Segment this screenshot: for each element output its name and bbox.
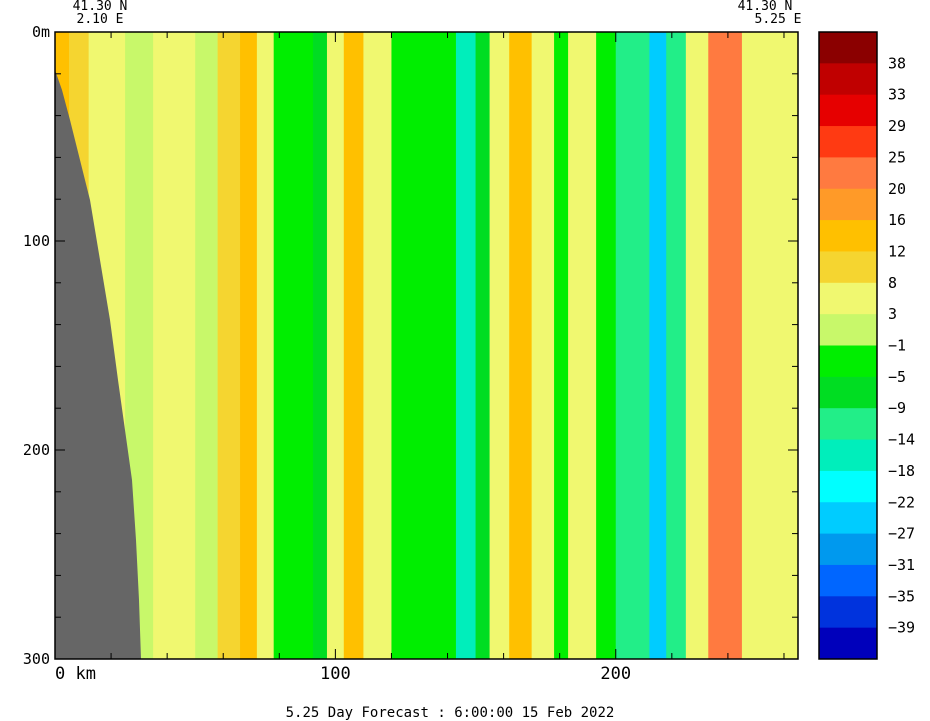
x-tick-label-2: 200 [600,664,631,684]
colorbar-swatch-14 [819,470,877,503]
colorbar-swatch-1 [819,63,877,96]
temperature-band-13 [363,32,392,659]
temperature-band-12 [343,32,364,659]
colorbar-swatch-2 [819,94,877,127]
colorbar-swatch-18 [819,596,877,629]
temperature-band-21 [568,32,597,659]
temperature-band-20 [554,32,569,659]
footer-text: 5.25 Day Forecast : 6:00:00 15 Feb 2022 [286,705,615,721]
temperature-band-18 [509,32,533,659]
colorbar-swatch-4 [819,157,877,190]
colorbar-label-5: 16 [888,211,906,229]
colorbar-swatch-6 [819,220,877,252]
temperature-band-16 [475,32,491,659]
colorbar-swatch-13 [819,439,877,472]
colorbar-label-18: −39 [888,619,915,637]
colorbar-label-13: −18 [888,462,915,480]
temperature-band-6 [217,32,241,659]
temperature-band-23 [615,32,650,659]
temperature-band-27 [708,32,743,659]
plot-area [55,32,798,659]
colorbar-label-2: 29 [888,117,906,135]
colorbar-label-11: −9 [888,399,906,417]
colorbar-swatch-11 [819,376,877,409]
colorbar-swatch-0 [819,32,877,64]
temperature-band-15 [455,32,477,659]
colorbar-frame [818,31,878,660]
colorbar-swatch-15 [819,502,877,535]
plot-frame [54,31,799,660]
colorbar-label-15: −27 [888,525,915,543]
y-tick-label-3: 300 [23,650,50,668]
end-lat: 41.30 N [738,0,793,14]
colorbar-label-7: 8 [888,274,897,292]
x-tick-label-1: 100 [320,664,351,684]
colorbar-swatch-7 [819,251,877,284]
temperature-band-8 [256,32,275,659]
colorbar-label-4: 20 [888,180,906,198]
temperature-band-14 [391,32,457,659]
start-lon: 2.10 E [77,12,124,27]
colorbar-swatch-5 [819,188,877,221]
x-axis-ticks: 0 km 100 200 [54,32,785,684]
colorbar-swatch-8 [819,282,877,315]
colorbar-label-6: 12 [888,242,906,260]
colorbar-swatch-19 [819,627,877,660]
temperature-band-25 [666,32,687,659]
temperature-band-28 [741,32,798,659]
y-tick-label-1: 100 [23,232,50,250]
colorbar-swatch-10 [819,345,877,378]
colorbar-label-3: 25 [888,148,906,166]
temperature-band-9 [273,32,314,659]
colorbar [819,32,877,660]
colorbar-swatch-9 [819,314,877,346]
temperature-band-17 [489,32,510,659]
y-tick-label-0: 0m [32,23,50,41]
colorbar-label-9: −1 [888,337,906,355]
seafloor-land-mask [55,70,141,659]
colorbar-label-1: 33 [888,86,906,104]
start-lat: 41.30 N [73,0,128,14]
colorbar-swatch-12 [819,408,877,441]
colorbar-label-8: 3 [888,305,897,323]
colorbar-label-0: 38 [888,54,906,72]
temperature-band-11 [326,32,345,659]
colorbar-swatch-3 [819,126,877,158]
colorbar-label-16: −31 [888,556,915,574]
colorbar-swatch-16 [819,533,877,566]
x-tick-label-0: 0 km [55,664,96,684]
temperature-band-24 [649,32,667,659]
y-axis-ticks: 0m 100 200 300 [23,23,798,668]
temperature-band-5 [195,32,219,659]
temperature-band-10 [312,32,328,659]
colorbar-label-12: −14 [888,431,915,449]
colorbar-label-14: −22 [888,493,915,511]
temperature-band-7 [240,32,258,659]
colorbar-label-10: −5 [888,368,906,386]
colorbar-label-17: −35 [888,587,915,605]
temperature-band-4 [153,32,196,659]
temperature-band-19 [531,32,555,659]
temperature-bands [55,32,798,659]
colorbar-labels: 38 33 29 25 20 16 12 8 3 −1 −5 −9 −14 −18 −22 −27 −31 −35… [888,54,915,636]
y-tick-label-2: 200 [23,441,50,459]
temperature-band-26 [685,32,709,659]
colorbar-swatch-17 [819,564,877,597]
end-lon: 5.25 E [755,12,802,27]
temperature-band-22 [596,32,617,659]
